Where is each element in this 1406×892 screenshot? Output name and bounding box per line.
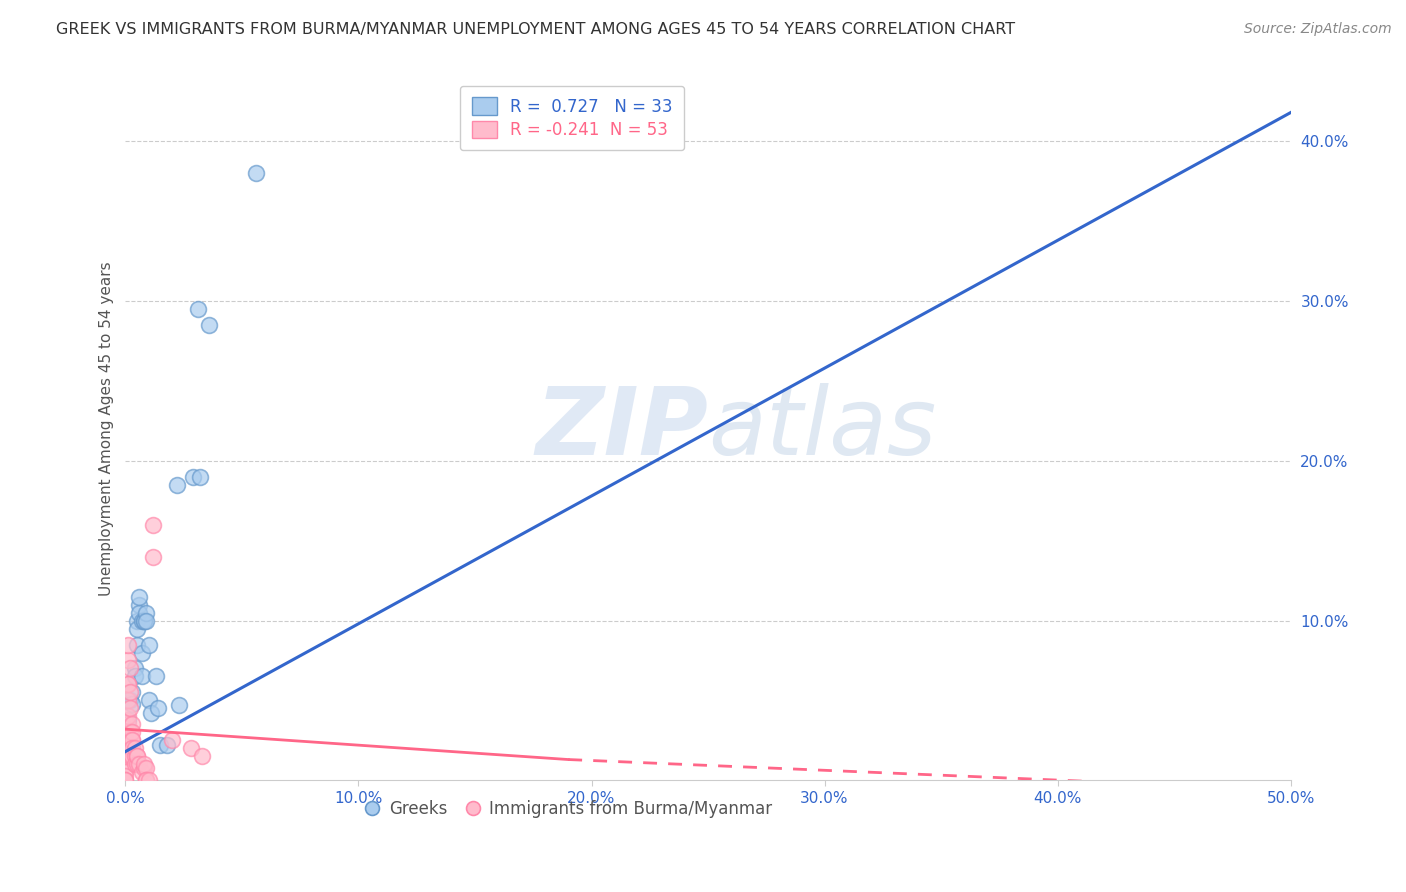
- Point: [181, 470, 204, 484]
- Point: [120, 661, 142, 675]
- Point: [121, 733, 143, 747]
- Point: [135, 773, 157, 788]
- Y-axis label: Unemployment Among Ages 45 to 54 years: Unemployment Among Ages 45 to 54 years: [100, 261, 114, 596]
- Text: Source: ZipAtlas.com: Source: ZipAtlas.com: [1244, 22, 1392, 37]
- Point: [127, 622, 149, 636]
- Point: [187, 301, 209, 316]
- Point: [142, 549, 165, 564]
- Point: [117, 653, 139, 667]
- Point: [117, 741, 139, 756]
- Point: [121, 725, 143, 739]
- Point: [121, 749, 143, 764]
- Point: [128, 606, 150, 620]
- Point: [156, 738, 179, 752]
- Point: [198, 318, 221, 332]
- Point: [114, 757, 136, 772]
- Point: [188, 470, 211, 484]
- Point: [124, 661, 146, 675]
- Point: [121, 733, 143, 747]
- Point: [114, 733, 136, 747]
- Point: [149, 738, 172, 752]
- Point: [120, 749, 142, 764]
- Point: [127, 638, 149, 652]
- Legend: Greeks, Immigrants from Burma/Myanmar: Greeks, Immigrants from Burma/Myanmar: [357, 793, 779, 825]
- Text: atlas: atlas: [709, 384, 936, 475]
- Point: [191, 749, 214, 764]
- Point: [127, 757, 149, 772]
- Point: [132, 760, 155, 774]
- Point: [120, 685, 142, 699]
- Point: [114, 713, 136, 727]
- Point: [132, 614, 155, 628]
- Point: [121, 697, 143, 711]
- Point: [139, 706, 162, 721]
- Point: [131, 646, 153, 660]
- Point: [117, 693, 139, 707]
- Point: [135, 760, 157, 774]
- Point: [138, 638, 160, 652]
- Point: [117, 713, 139, 727]
- Point: [120, 725, 142, 739]
- Point: [114, 729, 136, 743]
- Text: GREEK VS IMMIGRANTS FROM BURMA/MYANMAR UNEMPLOYMENT AMONG AGES 45 TO 54 YEARS CO: GREEK VS IMMIGRANTS FROM BURMA/MYANMAR U…: [56, 22, 1015, 37]
- Point: [124, 749, 146, 764]
- Point: [124, 741, 146, 756]
- Point: [135, 614, 157, 628]
- Point: [132, 757, 155, 772]
- Point: [180, 741, 202, 756]
- Point: [127, 614, 149, 628]
- Point: [146, 701, 169, 715]
- Point: [121, 685, 143, 699]
- Point: [121, 717, 143, 731]
- Point: [138, 693, 160, 707]
- Point: [132, 614, 155, 628]
- Point: [131, 765, 153, 780]
- Point: [117, 677, 139, 691]
- Point: [114, 725, 136, 739]
- Point: [117, 717, 139, 731]
- Point: [124, 757, 146, 772]
- Point: [114, 721, 136, 735]
- Point: [135, 606, 157, 620]
- Point: [127, 749, 149, 764]
- Point: [128, 598, 150, 612]
- Point: [121, 741, 143, 756]
- Point: [120, 733, 142, 747]
- Point: [160, 733, 183, 747]
- Point: [120, 701, 142, 715]
- Point: [245, 166, 267, 180]
- Point: [114, 741, 136, 756]
- Point: [114, 738, 136, 752]
- Point: [121, 741, 143, 756]
- Point: [114, 749, 136, 764]
- Point: [117, 709, 139, 723]
- Point: [120, 741, 142, 756]
- Point: [131, 614, 153, 628]
- Point: [138, 773, 160, 788]
- Point: [167, 698, 190, 713]
- Point: [114, 773, 136, 788]
- Point: [142, 517, 165, 532]
- Point: [117, 638, 139, 652]
- Text: ZIP: ZIP: [536, 383, 709, 475]
- Point: [166, 477, 188, 491]
- Point: [145, 669, 167, 683]
- Point: [117, 677, 139, 691]
- Point: [114, 765, 136, 780]
- Point: [128, 757, 150, 772]
- Point: [127, 749, 149, 764]
- Point: [120, 693, 142, 707]
- Point: [114, 773, 136, 788]
- Point: [128, 590, 150, 604]
- Point: [131, 669, 153, 683]
- Point: [124, 669, 146, 683]
- Point: [114, 768, 136, 782]
- Point: [135, 773, 157, 788]
